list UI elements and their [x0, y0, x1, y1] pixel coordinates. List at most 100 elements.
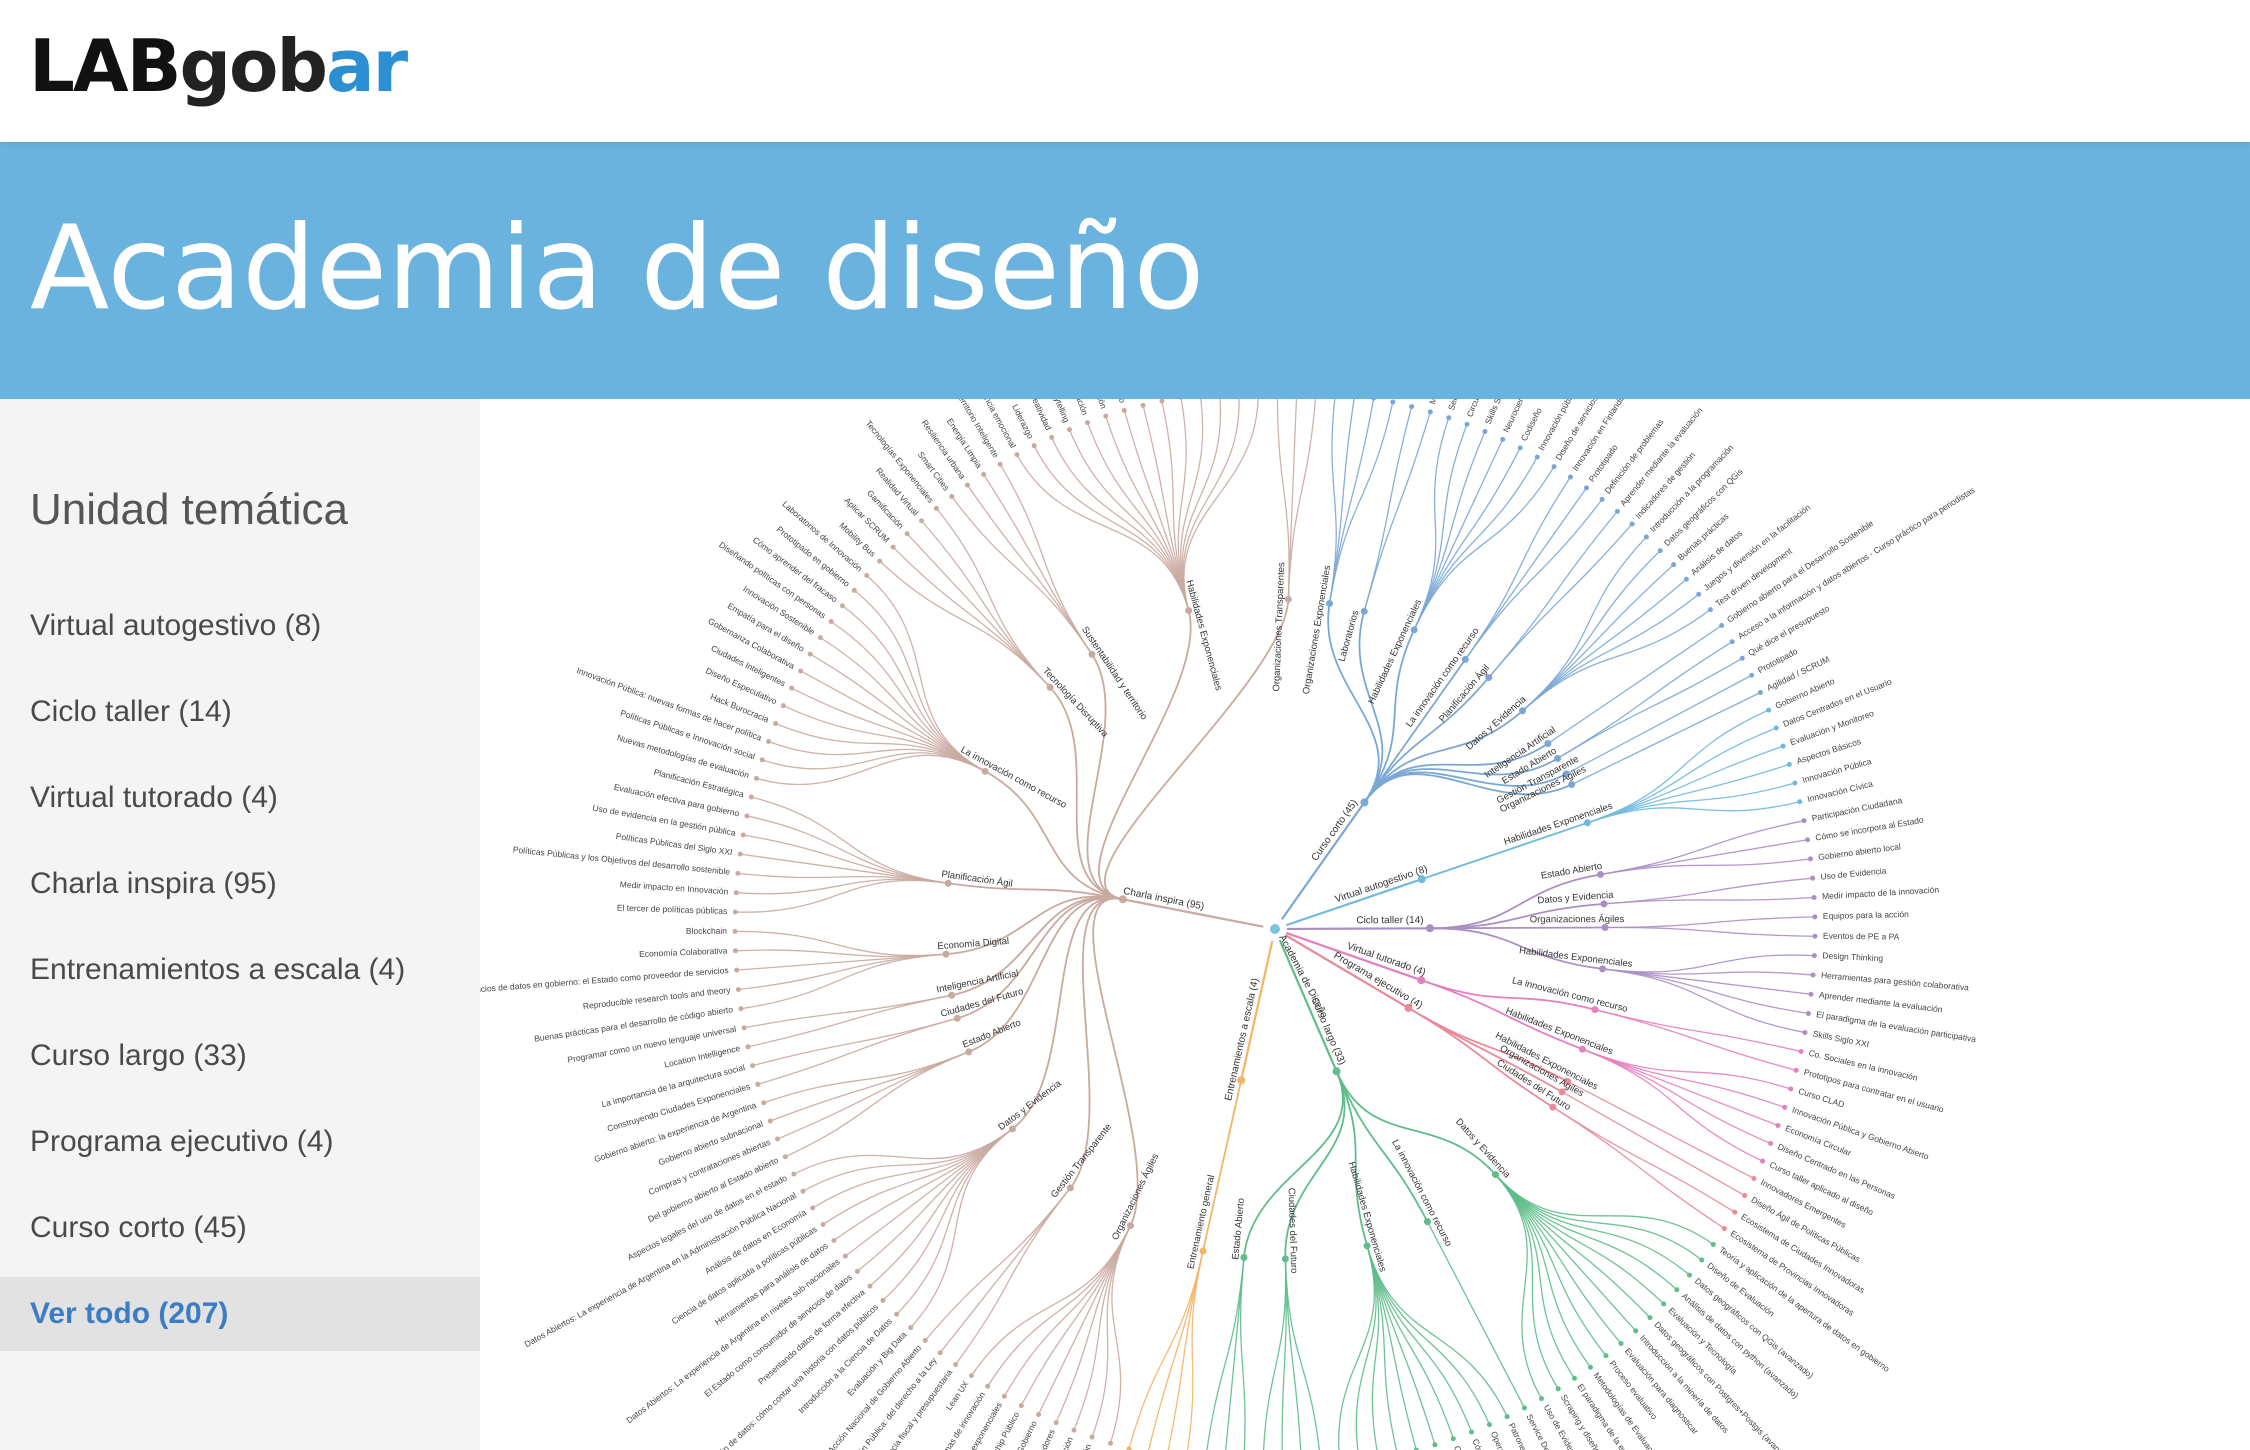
topic-node[interactable] — [1046, 683, 1054, 691]
leaf-node[interactable] — [854, 1268, 860, 1274]
topic-node[interactable] — [1360, 607, 1368, 615]
leaf-node[interactable] — [1661, 1301, 1667, 1307]
leaf-node[interactable] — [1551, 464, 1557, 470]
leaf-node[interactable] — [1567, 474, 1573, 480]
leaf-node[interactable] — [1049, 434, 1055, 440]
leaf-node[interactable] — [745, 1044, 751, 1050]
leaf-node[interactable] — [1014, 452, 1020, 458]
leaf-node[interactable] — [1810, 875, 1816, 881]
leaf-node[interactable] — [780, 703, 786, 709]
leaf-node[interactable] — [789, 685, 795, 691]
unit-node[interactable] — [1404, 1003, 1413, 1012]
leaf-node[interactable] — [981, 471, 987, 477]
leaf-node[interactable] — [782, 1154, 788, 1160]
topic-label[interactable]: Habilidades Exponenciales — [1366, 598, 1424, 706]
topic-node[interactable] — [1284, 595, 1292, 603]
leaf-node[interactable] — [1721, 1226, 1727, 1232]
leaf-node[interactable] — [791, 1171, 797, 1177]
topic-node[interactable] — [1281, 1255, 1289, 1263]
leaf-node[interactable] — [1647, 1315, 1653, 1321]
leaf-node[interactable] — [775, 1136, 781, 1142]
topic-node[interactable] — [1583, 819, 1591, 827]
filter-ver-todo[interactable]: Ver todo (207) — [0, 1277, 480, 1351]
leaf-node[interactable] — [1534, 454, 1540, 460]
leaf-node[interactable] — [1811, 895, 1817, 901]
leaf-label[interactable]: Liderazgo — [1010, 403, 1036, 441]
topic-node[interactable] — [1562, 770, 1570, 778]
topic-node[interactable] — [1558, 1088, 1566, 1096]
leaf-node[interactable] — [741, 1025, 747, 1031]
leaf-node[interactable] — [964, 482, 970, 488]
leaf-node[interactable] — [1126, 1446, 1132, 1450]
leaf-node[interactable] — [1801, 818, 1807, 824]
topic-node[interactable] — [942, 950, 950, 958]
unit-label[interactable]: Virtual autogestivo (8) — [1334, 864, 1429, 906]
leaf-node[interactable] — [1538, 1396, 1544, 1402]
leaf-node[interactable] — [1432, 1442, 1438, 1448]
topic-node[interactable] — [1578, 1045, 1586, 1053]
topic-node[interactable] — [1544, 740, 1552, 748]
leaf-node[interactable] — [1599, 496, 1605, 502]
leaf-node[interactable] — [748, 794, 754, 800]
leaf-node[interactable] — [1409, 404, 1415, 410]
leaf-node[interactable] — [1053, 1420, 1059, 1426]
leaf-node[interactable] — [894, 1311, 900, 1317]
leaf-node[interactable] — [1500, 436, 1506, 442]
topic-label[interactable]: Laboratorios — [1337, 609, 1362, 663]
leaf-node[interactable] — [842, 1253, 848, 1259]
unit-node[interactable] — [1417, 875, 1426, 884]
leaf-node[interactable] — [798, 668, 804, 674]
leaf-node[interactable] — [1572, 1375, 1578, 1381]
leaf-node[interactable] — [734, 967, 740, 973]
leaf-node[interactable] — [1103, 413, 1109, 419]
topic-node[interactable] — [981, 767, 989, 775]
leaf-node[interactable] — [761, 1100, 767, 1106]
leaf-node[interactable] — [773, 720, 779, 726]
leaf-node[interactable] — [1469, 1429, 1475, 1435]
topic-label[interactable]: La innovación como recurso — [959, 744, 1069, 810]
leaf-node[interactable] — [820, 1221, 826, 1227]
topic-label[interactable]: Organizaciones Transparentes — [1271, 562, 1287, 692]
topic-node[interactable] — [1326, 600, 1334, 608]
leaf-node[interactable] — [1812, 914, 1818, 920]
leaf-node[interactable] — [1707, 607, 1713, 613]
labgobar-logo[interactable]: LABgobar — [29, 30, 408, 102]
leaf-label[interactable]: Aprender mediante la evaluación — [1818, 990, 1943, 1015]
leaf-node[interactable] — [1719, 622, 1725, 628]
leaf-node[interactable] — [1583, 485, 1589, 491]
leaf-node[interactable] — [1671, 562, 1677, 568]
leaf-node[interactable] — [1766, 707, 1772, 713]
unit-label[interactable]: Curso corto (45) — [1310, 798, 1361, 863]
leaf-node[interactable] — [1521, 1405, 1527, 1411]
leaf-label[interactable]: Eventos de PE a PA — [1823, 931, 1900, 942]
unit-node[interactable] — [1360, 798, 1369, 807]
topic-node[interactable] — [1519, 707, 1527, 715]
leaf-node[interactable] — [1159, 399, 1165, 404]
leaf-label[interactable]: Proceso evaluativo — [1608, 1358, 1660, 1421]
leaf-node[interactable] — [1729, 639, 1735, 645]
leaf-node[interactable] — [1811, 953, 1817, 959]
topic-node[interactable] — [1491, 1171, 1499, 1179]
leaf-node[interactable] — [1696, 591, 1702, 597]
topic-label[interactable]: La innovación como recurso — [1389, 1138, 1454, 1248]
leaf-node[interactable] — [1618, 1341, 1624, 1347]
leaf-node[interactable] — [1001, 1393, 1007, 1399]
leaf-label[interactable]: Skills Siglo XXI — [1812, 1028, 1870, 1049]
leaf-node[interactable] — [1657, 548, 1663, 554]
leaf-node[interactable] — [807, 651, 813, 657]
topic-node[interactable] — [1126, 1222, 1134, 1230]
topic-node[interactable] — [1599, 965, 1607, 973]
leaf-label[interactable]: Uso de Evidencia — [1820, 865, 1887, 881]
leaf-node[interactable] — [997, 461, 1003, 467]
leaf-node[interactable] — [968, 1373, 974, 1379]
leaf-node[interactable] — [1643, 534, 1649, 540]
leaf-node[interactable] — [908, 1325, 914, 1331]
topic-node[interactable] — [1240, 1254, 1248, 1262]
leaf-node[interactable] — [864, 573, 870, 579]
leaf-node[interactable] — [733, 890, 739, 896]
leaf-node[interactable] — [759, 757, 765, 763]
leaf-node[interactable] — [1031, 443, 1037, 449]
leaf-node[interactable] — [737, 851, 743, 857]
filter-charla-inspira[interactable]: Charla inspira (95) — [30, 867, 277, 900]
leaf-node[interactable] — [732, 928, 738, 934]
